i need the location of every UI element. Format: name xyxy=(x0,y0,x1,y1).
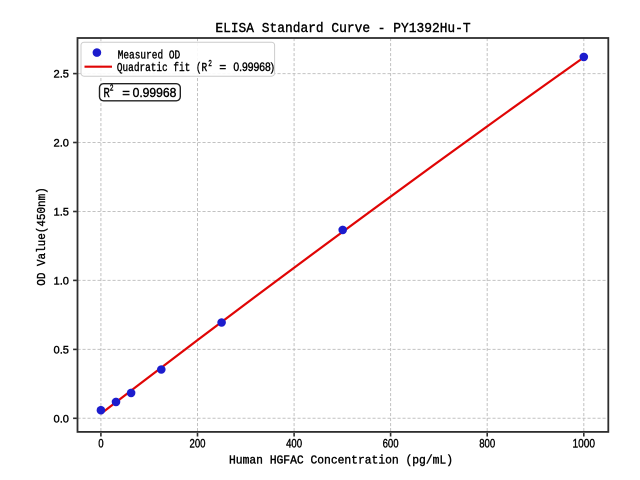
svg-text:0.99968: 0.99968 xyxy=(133,85,177,100)
svg-text:OD Value(450nm): OD Value(450nm) xyxy=(35,187,49,286)
svg-text:Quadratic fit (R: Quadratic fit (R xyxy=(117,61,207,75)
svg-text:Human HGFAC Concentration (pg/: Human HGFAC Concentration (pg/mL) xyxy=(229,453,453,467)
svg-text:Measured OD: Measured OD xyxy=(118,48,181,62)
svg-text:=: = xyxy=(219,61,226,74)
svg-text:0.0: 0.0 xyxy=(54,413,70,425)
svg-text:2.5: 2.5 xyxy=(54,69,70,81)
svg-text:0.5: 0.5 xyxy=(54,345,70,357)
svg-text:200: 200 xyxy=(190,437,206,451)
svg-text:=: = xyxy=(122,85,130,100)
svg-text:0.99968): 0.99968) xyxy=(233,61,274,74)
svg-text:R: R xyxy=(104,87,110,102)
svg-text:ELISA Standard Curve - PY1392H: ELISA Standard Curve - PY1392Hu-T xyxy=(215,21,470,37)
svg-text:400: 400 xyxy=(286,437,302,451)
svg-text:600: 600 xyxy=(383,437,399,451)
svg-text:2: 2 xyxy=(208,59,212,69)
svg-text:0: 0 xyxy=(98,437,103,451)
svg-text:1.0: 1.0 xyxy=(54,276,70,288)
svg-text:2: 2 xyxy=(110,83,114,94)
svg-text:1.5: 1.5 xyxy=(54,207,70,219)
svg-text:2.0: 2.0 xyxy=(54,138,70,150)
svg-text:1000: 1000 xyxy=(573,437,596,451)
svg-text:800: 800 xyxy=(479,437,495,451)
